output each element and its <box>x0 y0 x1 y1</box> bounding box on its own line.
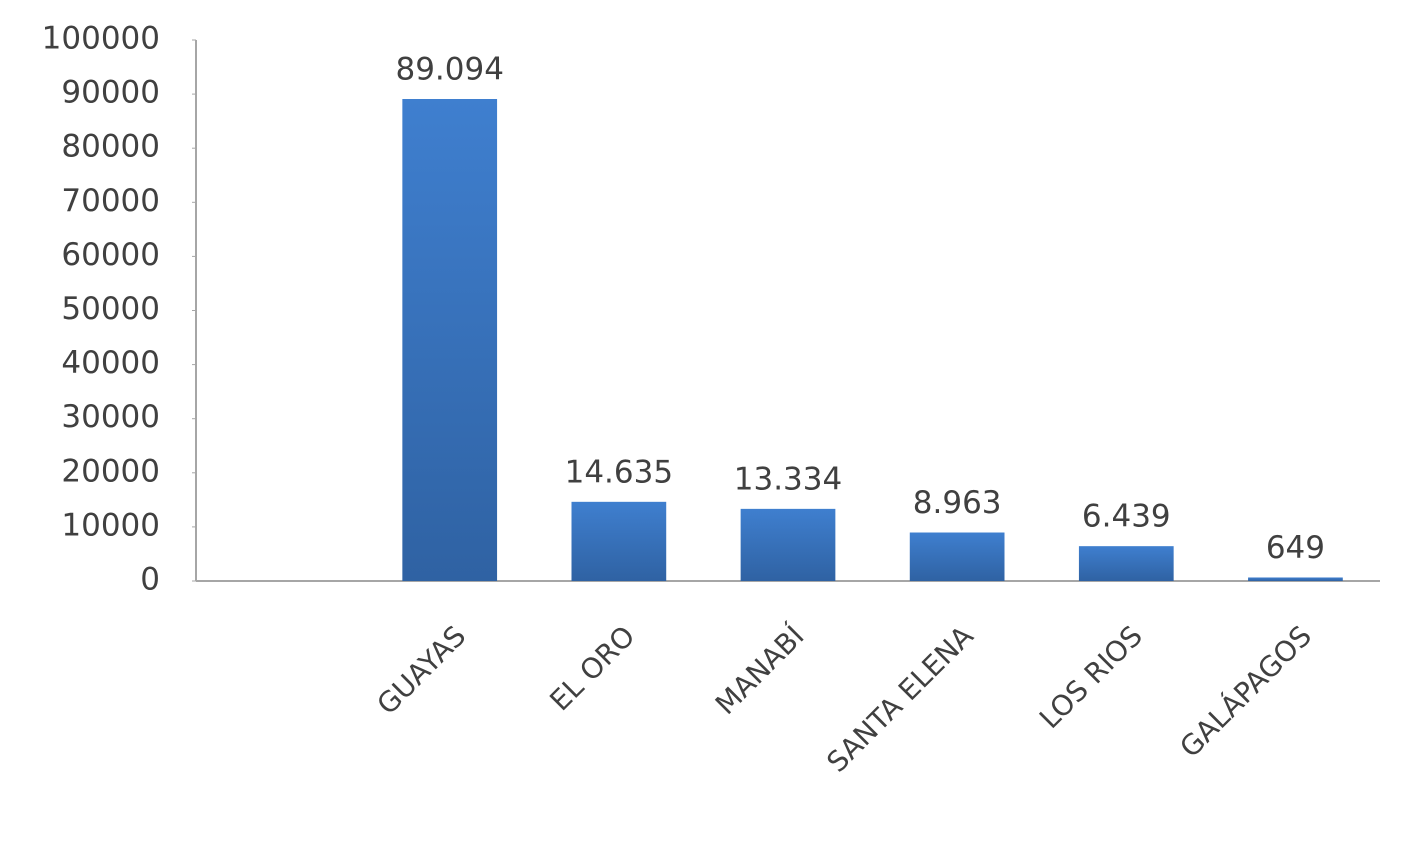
bar <box>740 508 836 581</box>
y-tick-label: 70000 <box>61 183 160 219</box>
y-tick-label: 40000 <box>61 345 160 381</box>
y-tick-label: 50000 <box>61 291 160 327</box>
y-tick-label: 90000 <box>61 75 160 111</box>
x-tick-label: SANTA ELENA <box>820 619 979 778</box>
y-tick-label: 80000 <box>61 129 160 165</box>
bar <box>402 99 498 581</box>
value-label: 14.635 <box>565 454 673 490</box>
value-label: 6.439 <box>1082 499 1171 535</box>
y-tick-label: 100000 <box>42 21 160 57</box>
y-tick-label: 20000 <box>61 453 160 489</box>
y-tick-label: 60000 <box>61 237 160 273</box>
value-label: 649 <box>1266 530 1325 566</box>
bar <box>1248 577 1343 581</box>
value-label: 8.963 <box>913 485 1002 521</box>
x-tick-label: LOS RIOS <box>1033 619 1149 735</box>
y-tick-label: 10000 <box>61 507 160 543</box>
bar <box>571 501 667 581</box>
y-tick-label: 30000 <box>61 399 160 435</box>
x-tick-label: GALÁPAGOS <box>1173 619 1318 764</box>
x-tick-label: EL ORO <box>543 619 641 717</box>
value-label: 89.094 <box>395 52 503 88</box>
bar <box>909 532 1005 581</box>
value-label: 13.334 <box>734 461 842 497</box>
x-tick-label: MANABÍ <box>708 619 810 721</box>
y-tick-label: 0 <box>140 562 160 598</box>
x-tick-label: GUAYAS <box>370 619 472 721</box>
bar <box>1078 546 1174 581</box>
